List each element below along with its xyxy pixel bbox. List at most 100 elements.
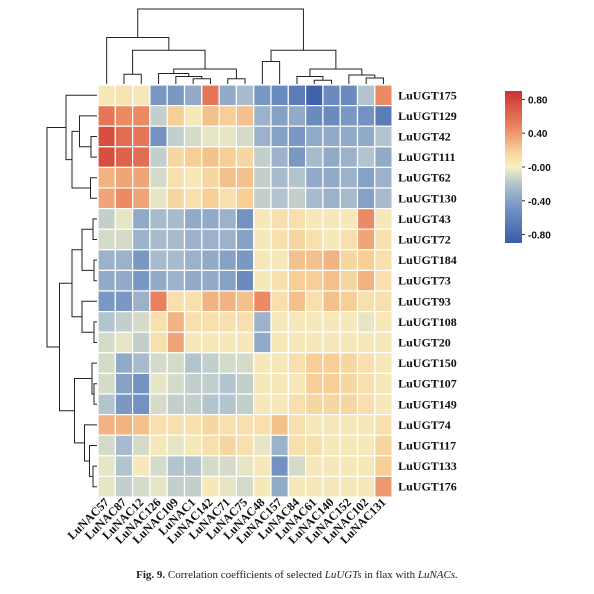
heatmap-cell [339, 208, 359, 230]
figure-caption: Fig. 9. Correlation coefficients of sele… [0, 569, 594, 581]
heatmap-cell [270, 166, 289, 189]
dendrogram-branch [92, 218, 97, 240]
heatmap-cell [235, 352, 255, 374]
heatmap-cell [149, 455, 168, 477]
heatmap-cell [235, 166, 255, 189]
dendrogram-branch [123, 73, 142, 84]
heatmap-cell [339, 187, 359, 210]
heatmap-cell [132, 352, 151, 374]
heatmap-cell [218, 393, 238, 416]
heatmap-cell [132, 434, 151, 457]
heatmap-cell [322, 331, 341, 354]
heatmap-cell [270, 331, 289, 354]
heatmap-cell [305, 125, 324, 148]
heatmap-cell [114, 393, 134, 416]
heatmap-cell [132, 84, 151, 107]
row-label: LuUGT20 [398, 336, 451, 350]
heatmap-cell [339, 414, 359, 436]
heatmap-cell [339, 352, 359, 374]
heatmap-cell [114, 434, 134, 457]
heatmap-cell [114, 104, 134, 127]
dendrogram-branch [65, 94, 97, 161]
heatmap-cell [253, 352, 272, 374]
heatmap-cell [132, 228, 151, 251]
heatmap-cell [235, 269, 255, 292]
heatmap-cell [97, 187, 116, 210]
heatmap-cell [270, 455, 289, 477]
heatmap-cell [270, 393, 289, 416]
heatmap-cell [270, 372, 289, 395]
heatmap-cell [287, 372, 307, 395]
heatmap-cell [253, 228, 272, 251]
heatmap-cell [201, 166, 220, 189]
heatmap-cell [132, 475, 151, 498]
heatmap-cell [339, 269, 359, 292]
heatmap-cell [356, 414, 376, 436]
heatmap-cell [270, 125, 289, 148]
heatmap-cell [218, 125, 238, 148]
heatmap-cell [166, 166, 186, 189]
heatmap-cell [287, 434, 307, 457]
heatmap-cell [235, 331, 255, 354]
heatmap-cell [183, 352, 203, 374]
heatmap-cell [149, 311, 168, 333]
heatmap-cell [287, 249, 307, 272]
heatmap-cell [183, 331, 203, 354]
row-label: LuUGT130 [398, 191, 457, 205]
heatmap-cell [149, 125, 168, 148]
heatmap-cell [166, 228, 186, 251]
heatmap-cell [218, 208, 238, 230]
heatmap-cell [253, 166, 272, 189]
heatmap-cell [114, 290, 134, 313]
heatmap-cell [166, 311, 186, 333]
heatmap-cell [322, 249, 341, 272]
heatmap-cell [97, 414, 116, 436]
heatmap-cell [305, 393, 324, 416]
heatmap-cell [339, 166, 359, 189]
color-legend: 0.80 0.40 -0.00 -0.40 -0.80 [505, 91, 551, 243]
heatmap-cell [218, 414, 238, 436]
dendrogram-branch [81, 300, 97, 333]
heatmap-cell [339, 84, 359, 107]
heatmap-cell [166, 414, 186, 436]
heatmap-cell [218, 352, 238, 374]
heatmap-cell [235, 208, 255, 230]
heatmap-cell [132, 249, 151, 272]
heatmap-cell [149, 249, 168, 272]
heatmap-cell [132, 331, 151, 354]
heatmap-cell [97, 331, 116, 354]
heatmap-cell [270, 187, 289, 210]
heatmap-cell [374, 455, 393, 477]
heatmap-cell [201, 475, 220, 498]
row-label: LuUGT150 [398, 356, 457, 370]
heatmap-cell [356, 475, 376, 498]
row-label: LuUGT129 [398, 109, 457, 123]
heatmap-cell [166, 146, 186, 169]
heatmap-cell [305, 331, 324, 354]
heatmap-cell [356, 125, 376, 148]
heatmap-cell [149, 146, 168, 169]
heatmap-cell [339, 104, 359, 127]
heatmap-cell [201, 455, 220, 477]
dendrogram-branch [137, 8, 304, 51]
heatmap-cell [339, 331, 359, 354]
heatmap-cell [114, 228, 134, 251]
heatmap-cell [149, 187, 168, 210]
heatmap-cell [270, 311, 289, 333]
heatmap-cell [149, 372, 168, 395]
heatmap-cell [287, 393, 307, 416]
heatmap-cell [374, 434, 393, 457]
heatmap-cell [287, 311, 307, 333]
heatmap-cell [374, 393, 393, 416]
heatmap-cell [322, 352, 341, 374]
heatmap-cell [270, 249, 289, 272]
heatmap-cell [97, 249, 116, 272]
heatmap-cell [322, 434, 341, 457]
heatmap-cell [149, 208, 168, 230]
heatmap-cell [149, 434, 168, 457]
row-label: LuUGT108 [398, 315, 457, 329]
caption-genes-a: LuUGTs [324, 569, 362, 581]
heatmap-cell [374, 125, 393, 148]
heatmap-cell [166, 187, 186, 210]
heatmap-cell [374, 269, 393, 292]
